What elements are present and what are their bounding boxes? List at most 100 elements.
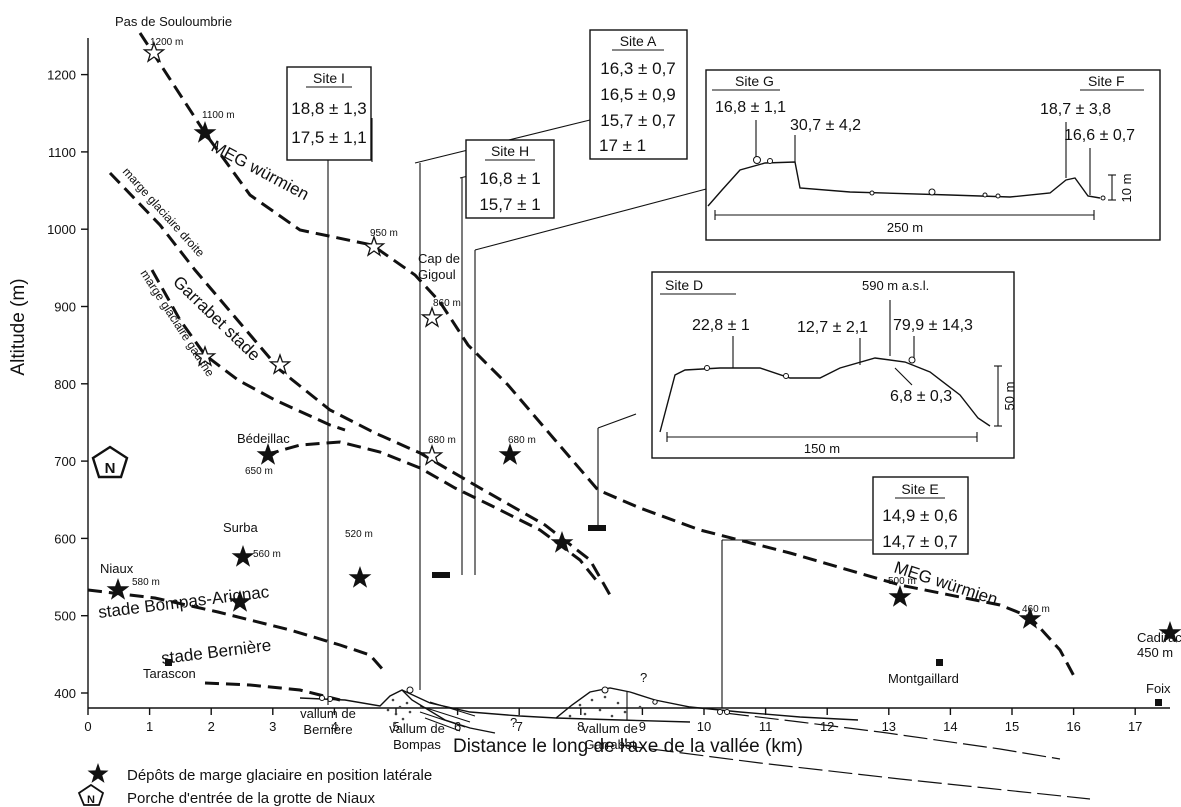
y-tick-label: 1000	[47, 222, 76, 237]
y-tick-label: 500	[54, 609, 76, 624]
place-surba: Surba	[223, 520, 258, 535]
open-star-icon	[268, 353, 292, 375]
label-stade-berniere: stade Bernière	[160, 636, 272, 668]
svg-text:16,8 ± 1,1: 16,8 ± 1,1	[715, 99, 786, 116]
marge-glaciaire-gauche-line	[150, 269, 346, 432]
x-tick-label: 8	[577, 719, 584, 734]
x-tick-label: 16	[1066, 719, 1080, 734]
svg-text:50 m: 50 m	[1002, 382, 1017, 411]
stars	[106, 41, 1181, 643]
thin-dashed-lower-2	[619, 744, 1091, 800]
filled-star-icon	[550, 531, 574, 553]
svg-text:14,9 ± 0,6: 14,9 ± 0,6	[882, 506, 958, 525]
place-cap-de-gigoul-2: Gigoul	[418, 267, 456, 282]
svg-text:10 m: 10 m	[1119, 174, 1134, 203]
alt-680-a: 680 m	[428, 435, 456, 446]
alt-680-b: 680 m	[508, 435, 536, 446]
x-tick-label: 13	[882, 719, 896, 734]
svg-text:12,7 ± 2,1: 12,7 ± 2,1	[797, 319, 868, 336]
label-marge-droite: marge glaciaire droite	[120, 165, 208, 260]
filled-star-icon	[106, 578, 130, 600]
vallum-berniere-2: Bernière	[303, 722, 352, 737]
svg-text:16,6 ± 0,7: 16,6 ± 0,7	[1064, 127, 1135, 144]
place-tarascon: Tarascon	[143, 666, 196, 681]
garrabet-stade-line	[264, 440, 602, 586]
alt-650: 650 m	[245, 466, 273, 477]
svg-text:22,8 ± 1: 22,8 ± 1	[692, 317, 750, 334]
svg-text:Site E: Site E	[901, 481, 938, 497]
svg-text:Site F: Site F	[1088, 73, 1125, 89]
filled-star-icon	[193, 121, 217, 143]
svg-text:150 m: 150 m	[804, 441, 840, 456]
x-tick-label: 17	[1128, 719, 1142, 734]
x-tick-label: 15	[1005, 719, 1019, 734]
svg-text:Site G: Site G	[735, 73, 774, 89]
meg-wurmien-line	[138, 32, 1077, 679]
svg-text:18,7 ± 3,8: 18,7 ± 3,8	[1040, 101, 1111, 118]
svg-text:N: N	[105, 460, 116, 477]
y-tick-label: 400	[54, 686, 76, 701]
filled-star-icon	[348, 566, 372, 588]
svg-text:Site D: Site D	[665, 277, 703, 293]
svg-text:30,7 ± 4,2: 30,7 ± 4,2	[790, 117, 861, 134]
alt-950: 950 m	[370, 228, 398, 239]
svg-text:Site I: Site I	[313, 70, 345, 86]
y-axis-title: Altitude (m)	[8, 278, 29, 375]
site-e-box: Site E 14,9 ± 0,6 14,7 ± 0,7	[872, 476, 969, 555]
vallum-bompas-1: vallum de	[389, 721, 445, 736]
svg-text:250 m: 250 m	[887, 220, 923, 235]
x-tick-label: 11	[759, 719, 773, 734]
svg-text:590 m a.s.l.: 590 m a.s.l.	[862, 278, 929, 293]
x-tick-label: 3	[269, 719, 276, 734]
site-a-box: Site A 16,3 ± 0,7 16,5 ± 0,9 15,7 ± 0,7 …	[589, 29, 688, 160]
alt-500: 500 m	[888, 576, 916, 587]
x-tick-label: 10	[697, 719, 711, 734]
svg-text:15,7 ± 0,7: 15,7 ± 0,7	[600, 111, 676, 130]
leader-lines	[327, 118, 872, 708]
alt-460: 460 m	[1022, 604, 1050, 615]
place-foix: Foix	[1146, 681, 1171, 696]
legend-item-1: Dépôts de marge glaciaire en position la…	[127, 767, 432, 784]
x-tick-label: 6	[454, 719, 461, 734]
valley-floor	[299, 686, 859, 734]
vallum-garrabet-1: vallum de	[582, 721, 638, 736]
svg-text:16,8 ± 1: 16,8 ± 1	[479, 169, 540, 188]
stade-berniere-line	[204, 681, 341, 702]
filled-star-icon	[498, 443, 522, 465]
x-tick-label: 0	[84, 719, 91, 734]
legend-filled-star-icon	[87, 763, 109, 783]
place-cap-de-gigoul-1: Cap de	[418, 251, 460, 266]
town-markers	[165, 659, 1162, 706]
svg-text:17 ± 1: 17 ± 1	[599, 136, 646, 155]
stade-bompas-arignac-line	[87, 588, 387, 673]
y-tick-label: 600	[54, 531, 76, 546]
open-star-icon	[142, 41, 166, 63]
svg-text:16,3 ± 0,7: 16,3 ± 0,7	[600, 59, 676, 78]
filled-star-icon	[888, 585, 912, 607]
filled-star-icon	[256, 443, 280, 465]
marker-bar-1	[432, 572, 450, 578]
site-h-box: Site H 16,8 ± 1 15,7 ± 1	[465, 139, 555, 219]
inset-site-g-f: Site G Site F 16,8 ± 1,1 30,7 ± 4,2 18,7…	[705, 69, 1161, 241]
filled-star-icon	[1018, 607, 1042, 629]
marker-bar-2	[588, 525, 606, 531]
filled-star-icon	[1158, 621, 1181, 643]
vallum-bompas-2: Bompas	[393, 737, 441, 752]
alt-860: 860 m	[433, 298, 461, 309]
alt-1100: 1100 m	[202, 110, 235, 121]
alt-580: 580 m	[132, 577, 160, 588]
y-tick-label: 1100	[48, 145, 76, 160]
open-star-icon	[420, 306, 444, 328]
marge-glaciaire-droite-line	[108, 171, 612, 596]
y-tick-label: 900	[54, 300, 76, 315]
question-mark-2: ?	[640, 670, 647, 685]
svg-text:17,5 ± 1,1: 17,5 ± 1,1	[291, 128, 367, 147]
alt-520: 520 m	[345, 529, 373, 540]
thin-dashed-lower-1	[724, 712, 1061, 760]
y-tick-label: 700	[54, 454, 76, 469]
x-tick-label: 7	[516, 719, 523, 734]
svg-text:Site H: Site H	[491, 143, 529, 159]
y-tick-label: 800	[54, 377, 76, 392]
